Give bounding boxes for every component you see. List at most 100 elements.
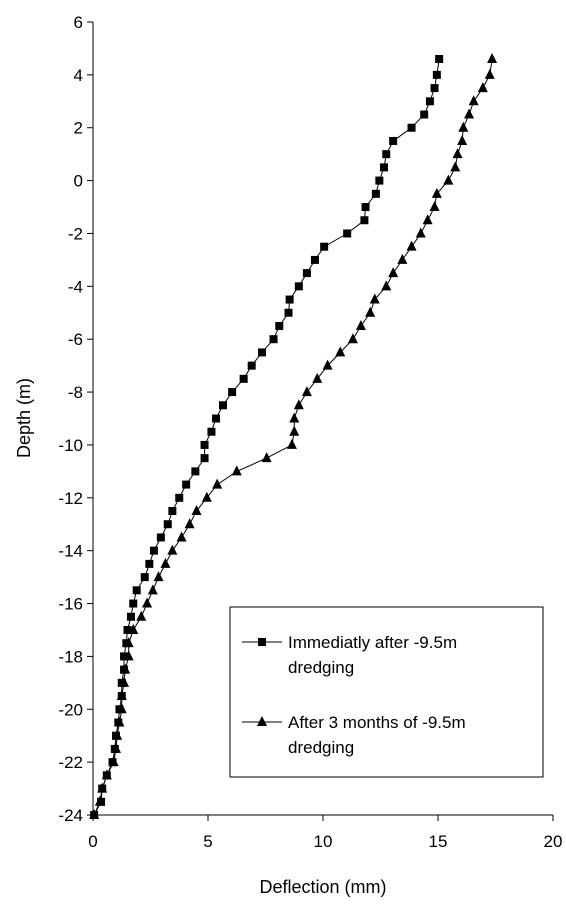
y-tick-label: -18: [58, 647, 83, 666]
data-point-triangle: [458, 121, 469, 132]
data-point-triangle: [231, 465, 242, 476]
x-tick-label: 10: [314, 832, 333, 851]
legend-entry-label: After 3 months of -9.5m dredging: [288, 713, 466, 757]
data-point-triangle: [89, 809, 100, 819]
y-tick-label: 6: [74, 13, 83, 32]
data-point-triangle: [443, 174, 454, 185]
legend-box: [229, 606, 544, 778]
data-point-triangle: [128, 623, 139, 634]
data-point-triangle: [347, 333, 358, 344]
data-point-square: [430, 84, 439, 93]
data-point-square: [258, 348, 267, 357]
data-point-triangle: [160, 557, 171, 568]
data-point-square: [140, 573, 149, 582]
data-point-square: [432, 70, 441, 79]
data-point-square: [145, 559, 154, 568]
data-point-square: [294, 282, 303, 291]
data-point-square: [275, 321, 284, 330]
legend-marker-triangle: [257, 716, 267, 726]
data-point-triangle: [261, 452, 272, 463]
data-point-triangle: [108, 756, 119, 767]
data-point-triangle: [431, 187, 442, 198]
legend-entry-label: Immediatly after -9.5m dredging: [288, 633, 457, 677]
data-point-triangle: [286, 438, 297, 449]
legend-marker-square: [258, 638, 266, 646]
y-axis-title: Depth (m): [14, 378, 34, 458]
data-point-square: [120, 652, 129, 661]
data-point-triangle: [484, 68, 495, 79]
data-point-triangle: [176, 531, 187, 542]
data-point-square: [156, 533, 165, 542]
legend-entry-line: dredging: [288, 738, 354, 757]
data-point-triangle: [487, 53, 498, 64]
y-axis-ticks: 6 4 2 0 -2 -4 -6 -8 -10 -12 -14 -16 -18 -20 -22 -24: [58, 13, 93, 825]
series-layer: [89, 53, 498, 819]
legend-entry-line: Immediatly after -9.5m: [288, 633, 457, 652]
data-point-triangle: [388, 267, 399, 278]
data-point-triangle: [101, 769, 112, 780]
data-point-square: [191, 467, 200, 476]
data-point-square: [371, 189, 380, 198]
data-point-triangle: [468, 95, 479, 106]
data-point-triangle: [147, 584, 158, 595]
x-axis-ticks: 0 5 10 15 20: [88, 815, 562, 851]
data-point-square: [218, 401, 227, 410]
data-point-square: [285, 295, 294, 304]
data-point-triangle: [429, 201, 440, 212]
y-tick-label: -16: [58, 595, 83, 614]
data-point-triangle: [450, 161, 461, 172]
data-point-square: [320, 242, 329, 251]
data-point-triangle: [212, 478, 223, 489]
data-point-triangle: [422, 214, 433, 225]
y-tick-label: -4: [68, 277, 83, 296]
legend-entry-line: After 3 months of -9.5m: [288, 713, 466, 732]
data-point-square: [182, 480, 191, 489]
data-point-square: [247, 361, 256, 370]
y-tick-label: 2: [74, 119, 83, 138]
data-point-square: [168, 507, 177, 516]
data-point-square: [228, 388, 237, 397]
series-line: [93, 58, 440, 816]
data-point-triangle: [289, 425, 300, 436]
data-point-triangle: [335, 346, 346, 357]
data-point-triangle: [457, 134, 468, 145]
data-point-square: [420, 110, 429, 119]
data-point-triangle: [136, 610, 147, 621]
y-tick-label: -8: [68, 383, 83, 402]
x-tick-label: 0: [88, 832, 97, 851]
data-point-triangle: [116, 703, 127, 714]
data-point-triangle: [111, 742, 121, 753]
x-axis-title: Deflection (mm): [259, 877, 386, 897]
data-point-triangle: [301, 386, 312, 397]
data-point-triangle: [184, 518, 195, 529]
y-tick-label: -20: [58, 700, 83, 719]
data-point-triangle: [123, 637, 134, 648]
data-point-square: [200, 454, 209, 463]
data-point-square: [302, 269, 311, 278]
data-point-triangle: [167, 544, 178, 555]
data-point-square: [123, 625, 132, 634]
data-point-square: [212, 414, 221, 423]
series-line: [93, 58, 493, 816]
y-tick-label: 4: [74, 66, 83, 85]
data-point-square: [129, 599, 138, 608]
data-point-square: [375, 176, 384, 185]
data-point-square: [407, 123, 416, 132]
x-tick-label: 20: [544, 832, 563, 851]
y-tick-label: -12: [58, 489, 83, 508]
data-point-square: [239, 374, 248, 383]
data-point-square: [435, 55, 444, 64]
data-point-triangle: [94, 795, 105, 806]
data-point-square: [163, 520, 172, 529]
data-point-square: [361, 203, 370, 212]
data-point-square: [310, 255, 319, 264]
data-point-square: [149, 546, 158, 555]
data-point-square: [425, 97, 434, 106]
data-point-triangle: [464, 108, 475, 119]
data-point-triangle: [381, 280, 392, 291]
y-tick-label: -10: [58, 436, 83, 455]
data-point-triangle: [369, 293, 380, 304]
data-point-square: [284, 308, 293, 317]
data-point-square: [360, 216, 369, 225]
